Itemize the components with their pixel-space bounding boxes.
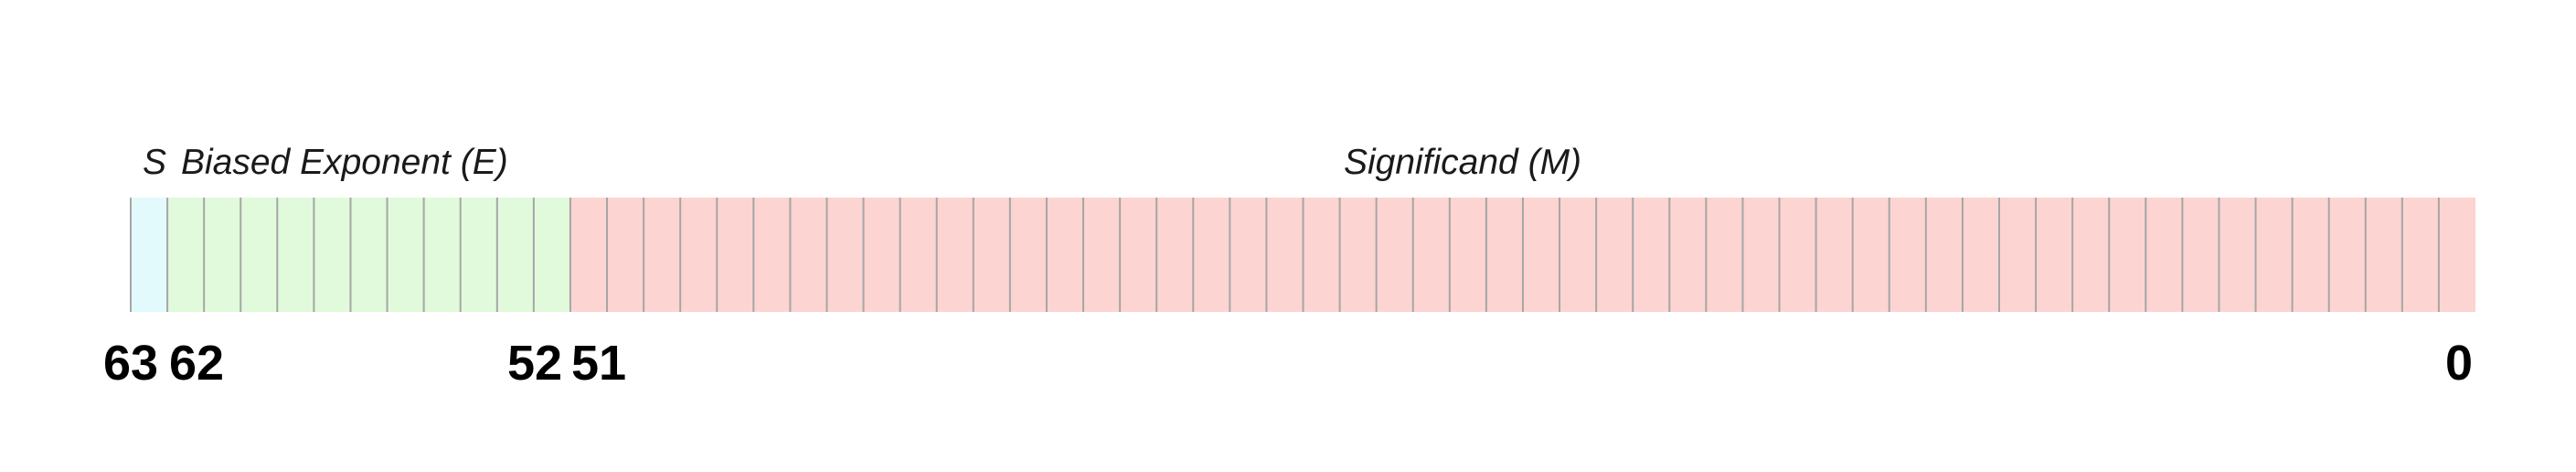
field-labels: S Biased Exponent (E) Significand (M) [143, 143, 1581, 182]
sign-field [131, 198, 168, 312]
exponent-field [167, 198, 570, 312]
bit-label-52: 52 [507, 336, 562, 391]
sign-field-label: S [143, 143, 166, 182]
bit-position-labels: 63 62 52 51 0 [103, 336, 2473, 391]
bit-label-63: 63 [103, 336, 158, 391]
bit-label-0: 0 [2445, 336, 2473, 391]
bit-label-51: 51 [571, 336, 626, 391]
exponent-field-label: Biased Exponent (E) [181, 143, 508, 182]
bit-label-62: 62 [169, 336, 224, 391]
significand-field-label: Significand (M) [1344, 143, 1581, 182]
bit-dividers [130, 198, 2440, 312]
